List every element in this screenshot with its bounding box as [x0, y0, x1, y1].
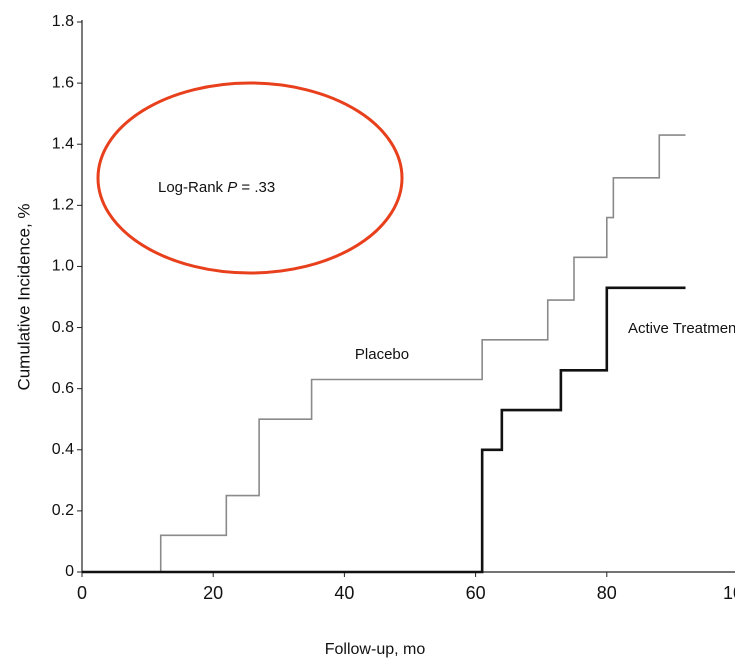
annotation-part: Log-Rank [158, 179, 227, 196]
x-axis-title: Follow-up, mo [325, 641, 426, 658]
y-tick-label: 0.8 [52, 319, 74, 336]
y-tick-label: 0.4 [52, 441, 74, 458]
highlight-circle [96, 81, 404, 275]
y-tick-label: 0.6 [52, 380, 74, 397]
x-tick-label: 0 [77, 583, 87, 603]
y-axis-title: Cumulative Incidence, % [14, 203, 33, 390]
y-tick-label: 1.8 [52, 13, 74, 30]
y-tick-label: 1.4 [52, 135, 74, 152]
x-tick-label: 100 [723, 583, 735, 603]
annotation-part: = .33 [237, 179, 275, 196]
y-tick-label: 1.6 [52, 74, 74, 91]
x-tick-label: 20 [203, 583, 223, 603]
y-tick-label: 0 [65, 563, 74, 580]
x-tick-label: 40 [334, 583, 354, 603]
series-label: Placebo [355, 346, 409, 363]
step-line [82, 134, 686, 573]
x-tick-label: 60 [466, 583, 486, 603]
series-label: Active Treatment [628, 320, 735, 337]
x-tick-label: 80 [597, 583, 617, 603]
y-tick-label: 0.2 [52, 502, 74, 519]
annotation-part: P [227, 179, 237, 196]
step-line [82, 286, 686, 574]
annotation: Log-Rank P = .33 [158, 179, 275, 196]
y-tick-label: 1.2 [52, 197, 74, 214]
y-tick-label: 1.0 [52, 258, 74, 275]
